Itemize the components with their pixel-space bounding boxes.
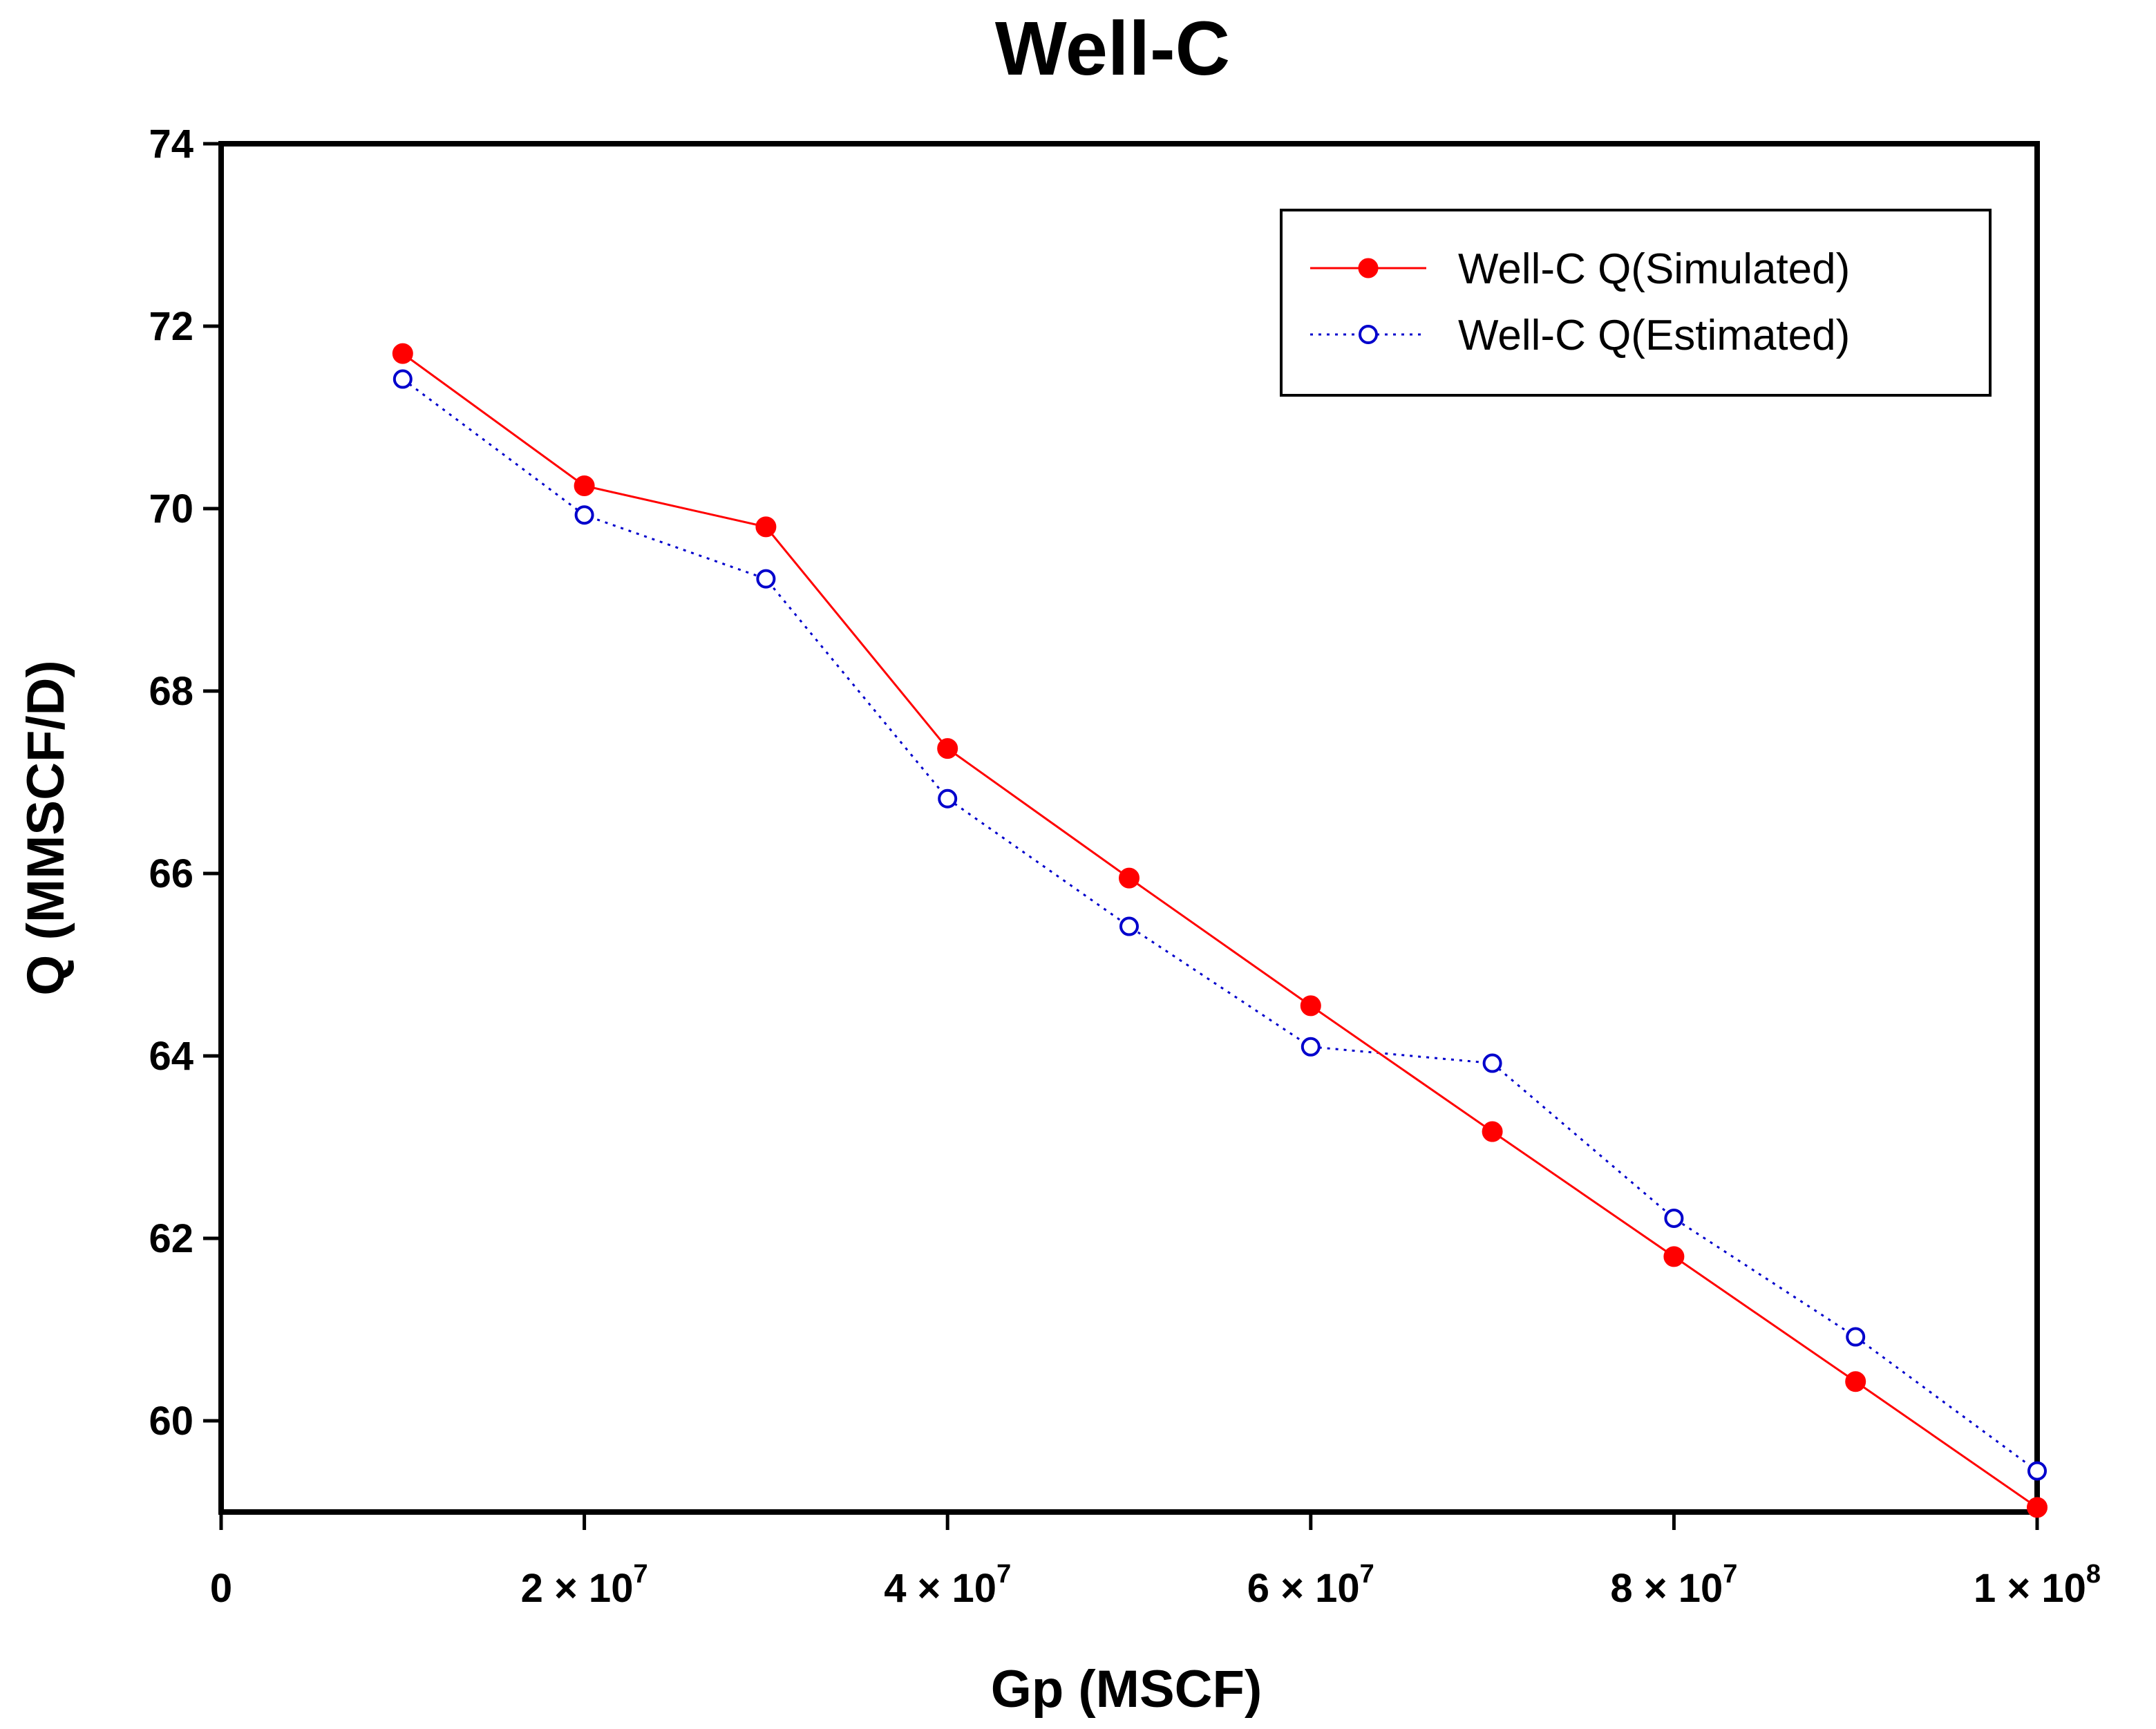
series-estimated <box>393 369 2047 1481</box>
y-tick-label: 70 <box>149 486 193 531</box>
legend-marker <box>1359 325 1378 344</box>
x-tick-exponent: 7 <box>633 1560 647 1589</box>
y-tick-label: 66 <box>149 851 193 896</box>
x-tick-label: 2 × 107 <box>521 1560 648 1611</box>
legend-items: Well-C Q(Simulated) Well-C Q(Estimated) <box>1310 245 1850 359</box>
legend-box <box>1280 209 1992 397</box>
series-line <box>401 352 2038 1509</box>
data-point <box>1845 1371 1866 1392</box>
y-tick-label: 68 <box>149 669 193 714</box>
data-point <box>1664 1208 1684 1228</box>
legend: Well-C Q(Simulated) Well-C Q(Estimated) <box>1280 209 1992 397</box>
legend-marker <box>1358 258 1379 278</box>
data-point <box>2027 1497 2048 1518</box>
data-point <box>1301 1037 1321 1057</box>
x-tick-exponent: 7 <box>1723 1560 1737 1589</box>
data-point <box>1119 916 1139 936</box>
x-tick-label: 1 × 108 <box>1974 1560 2101 1611</box>
x-tick-mantissa: 8 × 10 <box>1610 1566 1723 1611</box>
x-axis-label: Gp (MSCF) <box>991 1660 1263 1719</box>
x-tick-exponent: 8 <box>2086 1560 2101 1589</box>
data-point <box>574 505 594 525</box>
data-point <box>756 569 776 589</box>
data-point <box>1300 995 1321 1017</box>
series-simulated <box>392 343 2048 1518</box>
data-point <box>393 369 413 389</box>
data-point <box>1119 867 1140 889</box>
data-point <box>1482 1121 1503 1142</box>
x-tick-exponent: 7 <box>996 1560 1011 1589</box>
x-tick-mantissa: 0 <box>210 1566 232 1611</box>
x-tick-label: 6 × 107 <box>1247 1560 1374 1611</box>
data-point <box>755 516 777 538</box>
y-axis-label: Q (MMSCF/D) <box>17 660 75 995</box>
x-tick-mantissa: 1 × 10 <box>1974 1566 2086 1611</box>
data-point <box>1482 1053 1502 1073</box>
legend-label: Well-C Q(Simulated) <box>1458 245 1850 293</box>
data-point <box>392 343 413 364</box>
x-tick-mantissa: 2 × 10 <box>521 1566 634 1611</box>
x-tick-exponent: 7 <box>1360 1560 1374 1589</box>
data-point <box>574 475 595 496</box>
y-tick-label: 72 <box>149 304 193 349</box>
data-point <box>937 738 958 759</box>
y-tick-label: 74 <box>149 122 193 167</box>
data-point <box>1663 1246 1685 1267</box>
y-tick-label: 64 <box>149 1034 193 1079</box>
chart-title: Well-C <box>995 6 1230 91</box>
series-layer <box>392 343 2048 1518</box>
series-line <box>401 378 2038 1472</box>
y-tick-label: 62 <box>149 1216 193 1261</box>
x-tick-label: 0 <box>210 1566 232 1611</box>
x-tick-mantissa: 4 × 10 <box>884 1566 996 1611</box>
x-tick-label: 8 × 107 <box>1610 1560 1737 1611</box>
legend-label: Well-C Q(Estimated) <box>1458 312 1850 359</box>
data-point <box>2027 1461 2047 1481</box>
plot-frame <box>218 141 2040 1515</box>
legend-item: Well-C Q(Estimated) <box>1310 312 1850 359</box>
y-tick-label: 60 <box>149 1399 193 1444</box>
data-point <box>938 788 958 809</box>
x-tick-label: 4 × 107 <box>884 1560 1011 1611</box>
legend-item: Well-C Q(Simulated) <box>1310 245 1850 293</box>
y-axis-ticks: 60 62 64 66 68 70 72 74 <box>149 122 221 1444</box>
x-tick-mantissa: 6 × 10 <box>1247 1566 1360 1611</box>
data-point <box>1846 1327 1866 1347</box>
